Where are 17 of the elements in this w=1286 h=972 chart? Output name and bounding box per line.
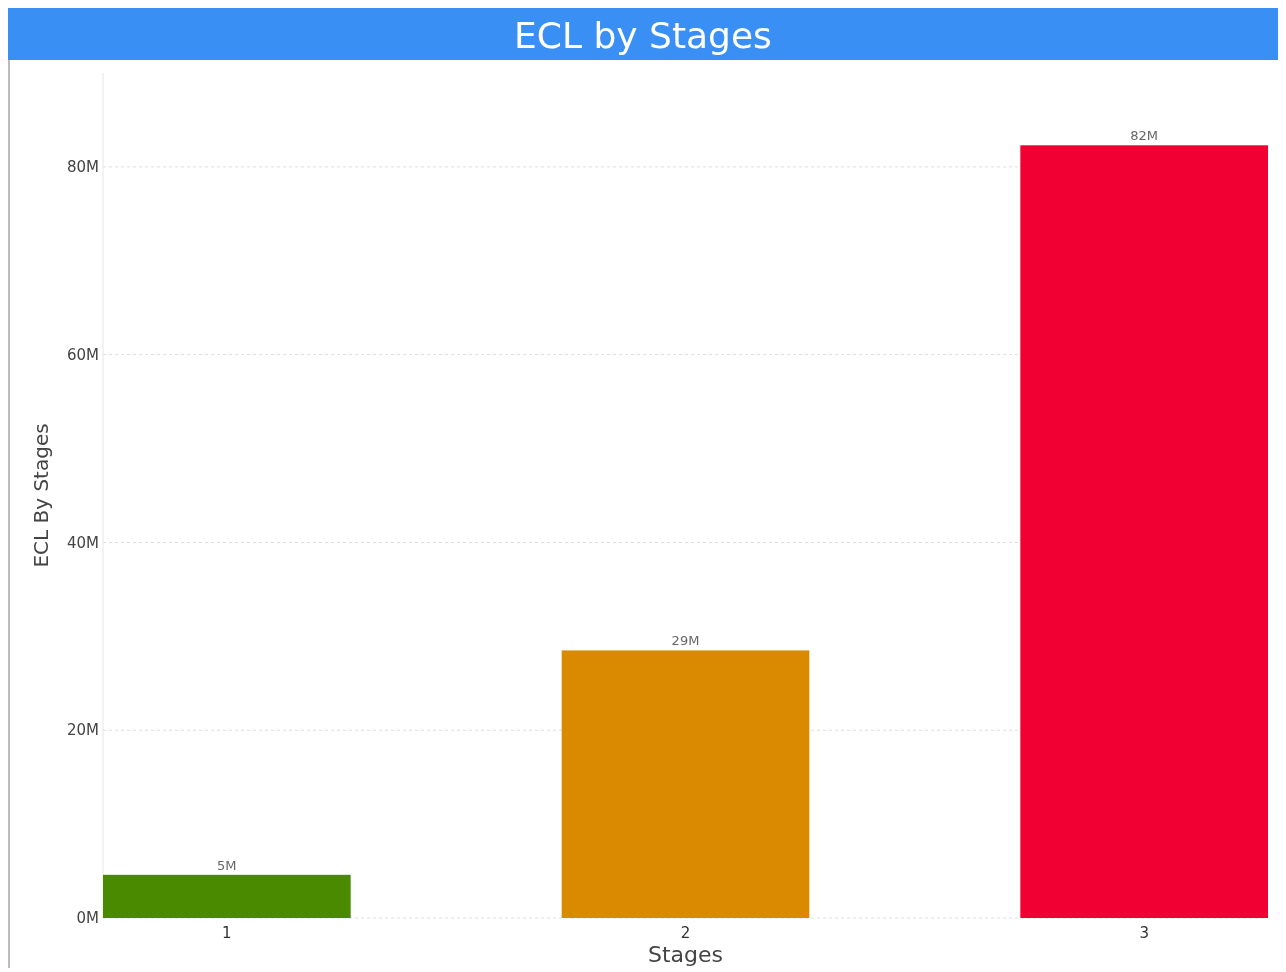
y-tick-label: 60M xyxy=(66,345,99,364)
y-tick-label: 40M xyxy=(66,533,99,552)
data-label: 82M xyxy=(1130,128,1159,144)
x-axis-title: Stages xyxy=(647,942,724,967)
y-tick-label: 20M xyxy=(66,721,99,740)
y-tick-label: 80M xyxy=(66,158,99,177)
data-label: 29M xyxy=(671,633,700,649)
bar xyxy=(103,874,351,918)
x-tick-label: 2 xyxy=(680,924,691,942)
y-tick-label: 0M xyxy=(76,909,99,928)
x-tick-label: 3 xyxy=(1139,924,1149,942)
data-label: 5M xyxy=(217,857,237,873)
x-tick-label: 1 xyxy=(222,924,232,942)
chart-title: ECL by Stages xyxy=(514,15,772,56)
bar xyxy=(561,650,810,918)
bar xyxy=(1020,145,1268,918)
y-axis-title: ECL By Stages xyxy=(29,423,53,568)
